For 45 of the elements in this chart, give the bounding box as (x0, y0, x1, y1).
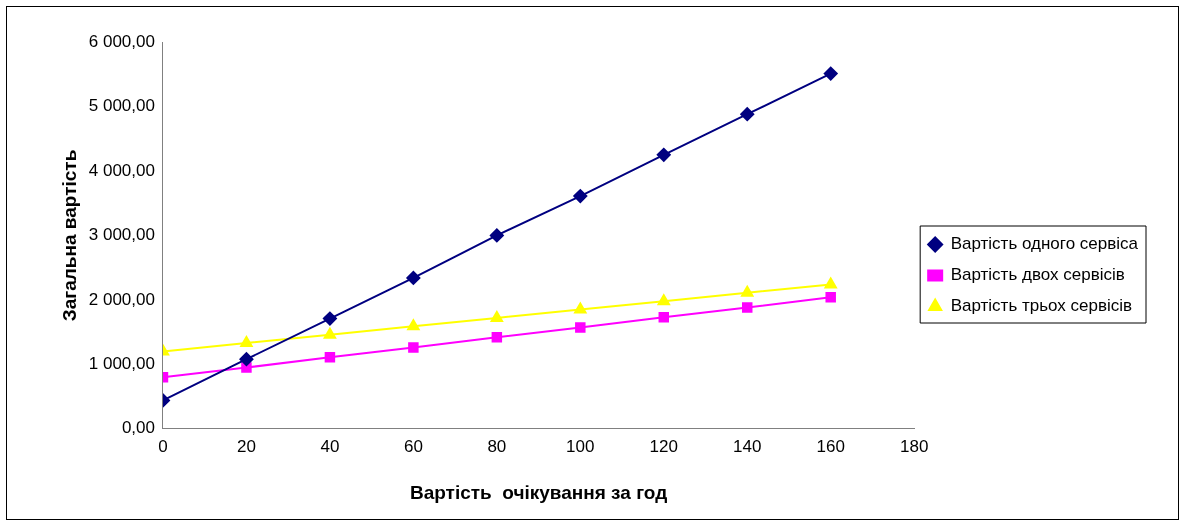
point (657, 294, 670, 306)
x-tick-label: 120 (649, 436, 678, 456)
legend-label: Вартість двох сервісів (950, 265, 1125, 285)
x-tick-label: 60 (403, 436, 423, 456)
y-axis-title: Загальна вартість (58, 149, 80, 322)
y-tick-label: 1 000,00 (88, 354, 155, 374)
point (823, 66, 838, 81)
y-tick-label: 5 000,00 (88, 96, 155, 116)
point (824, 277, 837, 289)
point (239, 352, 254, 367)
y-tick-label: 2 000,00 (88, 289, 155, 309)
point (240, 336, 253, 348)
y-tick-label: 4 000,00 (88, 160, 155, 180)
point (324, 352, 336, 363)
point (825, 292, 836, 303)
y-tick-label: 3 000,00 (88, 225, 155, 245)
x-tick-label: 160 (816, 436, 845, 456)
x-axis-title: Вартість очікування за год (409, 481, 668, 503)
point (490, 310, 504, 322)
x-tick-label: 80 (487, 436, 507, 456)
point (575, 322, 586, 333)
point (741, 285, 754, 297)
point (491, 332, 503, 343)
point (658, 312, 670, 323)
point (323, 327, 337, 339)
point (656, 147, 671, 162)
point (407, 319, 420, 331)
x-tick-label: 0 (158, 436, 168, 456)
point (740, 107, 755, 122)
point (408, 342, 419, 353)
point (574, 302, 587, 314)
x-tick-label: 140 (733, 436, 762, 456)
y-tick-label: 0,00 (121, 418, 155, 438)
point (573, 189, 588, 204)
point (742, 302, 753, 313)
legend-label: Вартість трьох сервісів (950, 296, 1133, 316)
legend-label: Вартість одного сервіса (950, 234, 1139, 254)
x-tick-label: 100 (566, 436, 595, 456)
y-tick-label: 6 000,00 (88, 31, 155, 51)
point (322, 311, 337, 326)
x-tick-label: 20 (236, 436, 256, 456)
point (406, 270, 421, 285)
x-tick-label: 40 (320, 436, 340, 456)
point (489, 228, 504, 243)
x-tick-label: 180 (899, 436, 929, 456)
